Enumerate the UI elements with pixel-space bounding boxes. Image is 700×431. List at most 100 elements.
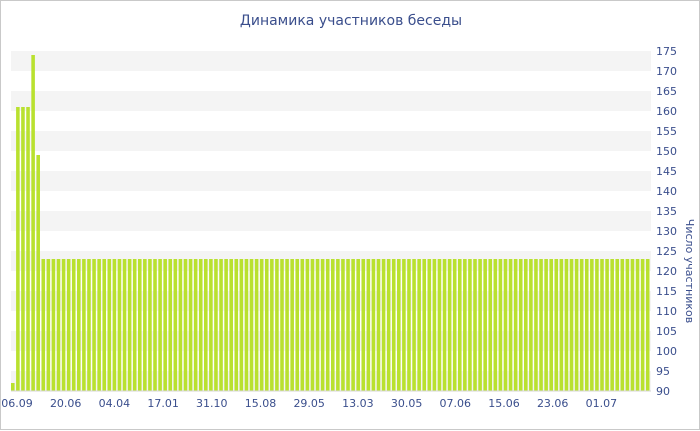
bar (386, 259, 391, 391)
bar (427, 259, 432, 391)
bar (640, 259, 645, 391)
x-tick-label: 04.04 (99, 397, 131, 410)
bar (11, 383, 15, 391)
bar (285, 259, 289, 391)
y-tick-label: 155 (656, 125, 677, 138)
bar (346, 259, 350, 391)
bar (315, 259, 320, 391)
y-tick-labels: 90 95 100 105 110 115 120 125 130 135 140 145 150 155… (656, 45, 677, 398)
bar (264, 259, 269, 391)
bar (300, 259, 305, 391)
bar (234, 259, 239, 391)
bar (539, 259, 543, 391)
y-tick-label: 130 (656, 225, 677, 238)
bar (219, 259, 223, 391)
bar (270, 259, 274, 391)
bar (513, 259, 518, 391)
bar (635, 259, 640, 391)
bar (468, 259, 472, 391)
bar (417, 259, 421, 391)
bar (305, 259, 310, 391)
bar (244, 259, 249, 391)
bar (493, 259, 498, 391)
bar (366, 259, 371, 391)
bar (381, 259, 386, 391)
bar (325, 259, 330, 391)
bar (356, 259, 360, 391)
bar (36, 155, 40, 391)
y-tick-label: 105 (656, 325, 677, 338)
bar (51, 259, 56, 391)
x-tick-label: 15.06 (488, 397, 520, 410)
y-tick-label: 115 (656, 285, 677, 298)
bar (26, 107, 30, 391)
bars (11, 55, 650, 391)
bar (630, 259, 635, 391)
bar (295, 259, 300, 391)
bar (137, 259, 142, 391)
bar (16, 107, 20, 391)
bar (331, 259, 335, 391)
grid-band (11, 131, 651, 151)
bar (178, 259, 183, 391)
bar (447, 259, 452, 391)
y-tick-label: 140 (656, 185, 677, 198)
bar (310, 259, 315, 391)
bar (21, 107, 25, 391)
bar (351, 259, 355, 391)
bar (488, 259, 493, 391)
bar (102, 259, 107, 391)
bar (92, 259, 96, 391)
bar (127, 259, 132, 391)
bar (168, 259, 173, 391)
bar (397, 259, 401, 391)
bar (534, 259, 538, 391)
bar (457, 259, 462, 391)
bar (442, 259, 447, 391)
bar (87, 259, 91, 391)
bar (336, 259, 340, 391)
y-tick-label: 90 (656, 385, 670, 398)
bar (625, 259, 630, 391)
bar (432, 259, 437, 391)
x-tick-label: 06.09 (1, 397, 33, 410)
bar (412, 259, 416, 391)
bar (77, 259, 81, 391)
bar (559, 259, 564, 391)
bar (204, 259, 208, 391)
x-tick-label: 01.07 (586, 397, 618, 410)
bar (478, 259, 482, 391)
bar (148, 259, 152, 391)
bar (524, 259, 528, 391)
x-tick-label: 23.06 (537, 397, 569, 410)
bar (508, 259, 513, 391)
bar (82, 259, 86, 391)
bar (163, 259, 167, 391)
bar (153, 259, 157, 391)
bar (600, 259, 604, 391)
bar (198, 259, 203, 391)
bar (595, 259, 599, 391)
bar (615, 259, 620, 391)
bar (361, 259, 366, 391)
y-tick-label: 160 (656, 105, 677, 118)
x-tick-label: 31.10 (196, 397, 228, 410)
bar (341, 259, 345, 391)
bar (610, 259, 614, 391)
bar (463, 259, 467, 391)
bar (132, 259, 137, 391)
bar (107, 259, 112, 391)
grid-band (11, 171, 651, 191)
bar (407, 259, 411, 391)
bar (193, 259, 198, 391)
bar (503, 259, 508, 391)
bar (56, 259, 61, 391)
x-tick-label: 20.06 (50, 397, 82, 410)
bar (320, 259, 325, 391)
y-tick-label: 110 (656, 305, 677, 318)
bar (117, 259, 122, 391)
bar (239, 259, 244, 391)
x-tick-label: 15.08 (245, 397, 277, 410)
bar (249, 259, 254, 391)
y-tick-label: 125 (656, 245, 677, 258)
